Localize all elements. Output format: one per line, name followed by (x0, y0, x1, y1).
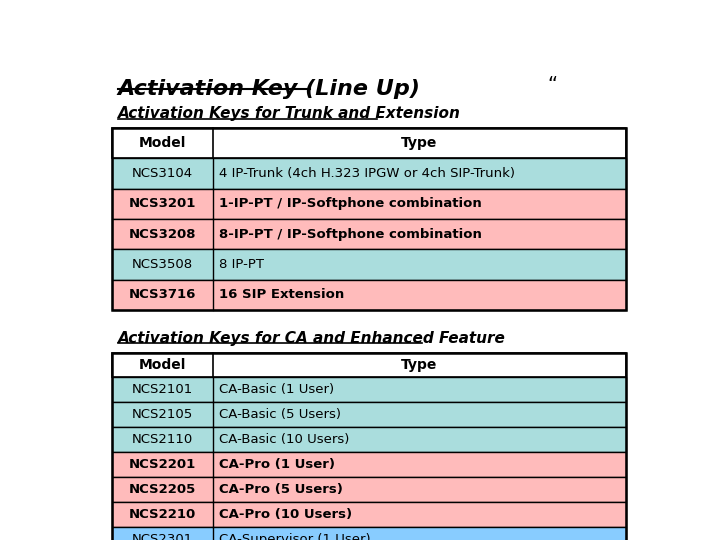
Text: Activation Keys for Trunk and Extension: Activation Keys for Trunk and Extension (118, 106, 461, 122)
Bar (112, 128, 626, 310)
Text: NCS3508: NCS3508 (132, 258, 193, 271)
Text: 1-IP-PT / IP-Softphone combination: 1-IP-PT / IP-Softphone combination (220, 198, 482, 211)
Bar (112, 427, 626, 453)
Text: Activation Key (Line Up): Activation Key (Line Up) (118, 79, 420, 99)
Text: NCS2110: NCS2110 (132, 434, 193, 447)
Text: NCS3716: NCS3716 (129, 288, 197, 301)
Text: Model: Model (139, 358, 186, 372)
Text: NCS3104: NCS3104 (132, 167, 193, 180)
Bar (112, 502, 626, 527)
Bar (112, 128, 626, 158)
Bar (112, 280, 626, 310)
Bar (112, 477, 626, 502)
Bar (112, 158, 626, 188)
Text: CA-Pro (5 Users): CA-Pro (5 Users) (220, 483, 343, 496)
Text: NCS3201: NCS3201 (129, 198, 197, 211)
Text: Type: Type (401, 358, 438, 372)
Text: 16 SIP Extension: 16 SIP Extension (220, 288, 345, 301)
Bar (112, 353, 626, 377)
Bar (112, 453, 626, 477)
Text: 8-IP-PT / IP-Softphone combination: 8-IP-PT / IP-Softphone combination (220, 228, 482, 241)
Bar (112, 527, 626, 540)
Text: NCS2301: NCS2301 (132, 533, 193, 540)
Text: 8 IP-PT: 8 IP-PT (220, 258, 264, 271)
Bar (112, 377, 626, 402)
Text: CA-Basic (1 User): CA-Basic (1 User) (220, 383, 335, 396)
Bar (112, 219, 626, 249)
Text: NCS2210: NCS2210 (129, 508, 196, 521)
Text: CA-Basic (5 Users): CA-Basic (5 Users) (220, 408, 341, 421)
Text: 4 IP-Trunk (4ch H.323 IPGW or 4ch SIP-Trunk): 4 IP-Trunk (4ch H.323 IPGW or 4ch SIP-Tr… (220, 167, 516, 180)
Text: NCS2101: NCS2101 (132, 383, 193, 396)
Text: Activation Keys for CA and Enhanced Feature: Activation Keys for CA and Enhanced Feat… (118, 331, 505, 346)
Text: CA-Pro (1 User): CA-Pro (1 User) (220, 458, 336, 471)
Text: NCS2205: NCS2205 (129, 483, 196, 496)
Text: NCS2105: NCS2105 (132, 408, 193, 421)
Text: Type: Type (401, 136, 438, 150)
Text: NCS3208: NCS3208 (129, 228, 197, 241)
Bar (112, 249, 626, 280)
Text: Model: Model (139, 136, 186, 150)
Text: CA-Basic (10 Users): CA-Basic (10 Users) (220, 434, 350, 447)
Text: “: “ (547, 75, 557, 94)
Bar (112, 402, 626, 427)
Bar (112, 353, 626, 540)
Text: NCS2201: NCS2201 (129, 458, 196, 471)
Text: CA-Pro (10 Users): CA-Pro (10 Users) (220, 508, 353, 521)
Text: CA-Supervisor (1 User): CA-Supervisor (1 User) (220, 533, 371, 540)
Bar (112, 188, 626, 219)
